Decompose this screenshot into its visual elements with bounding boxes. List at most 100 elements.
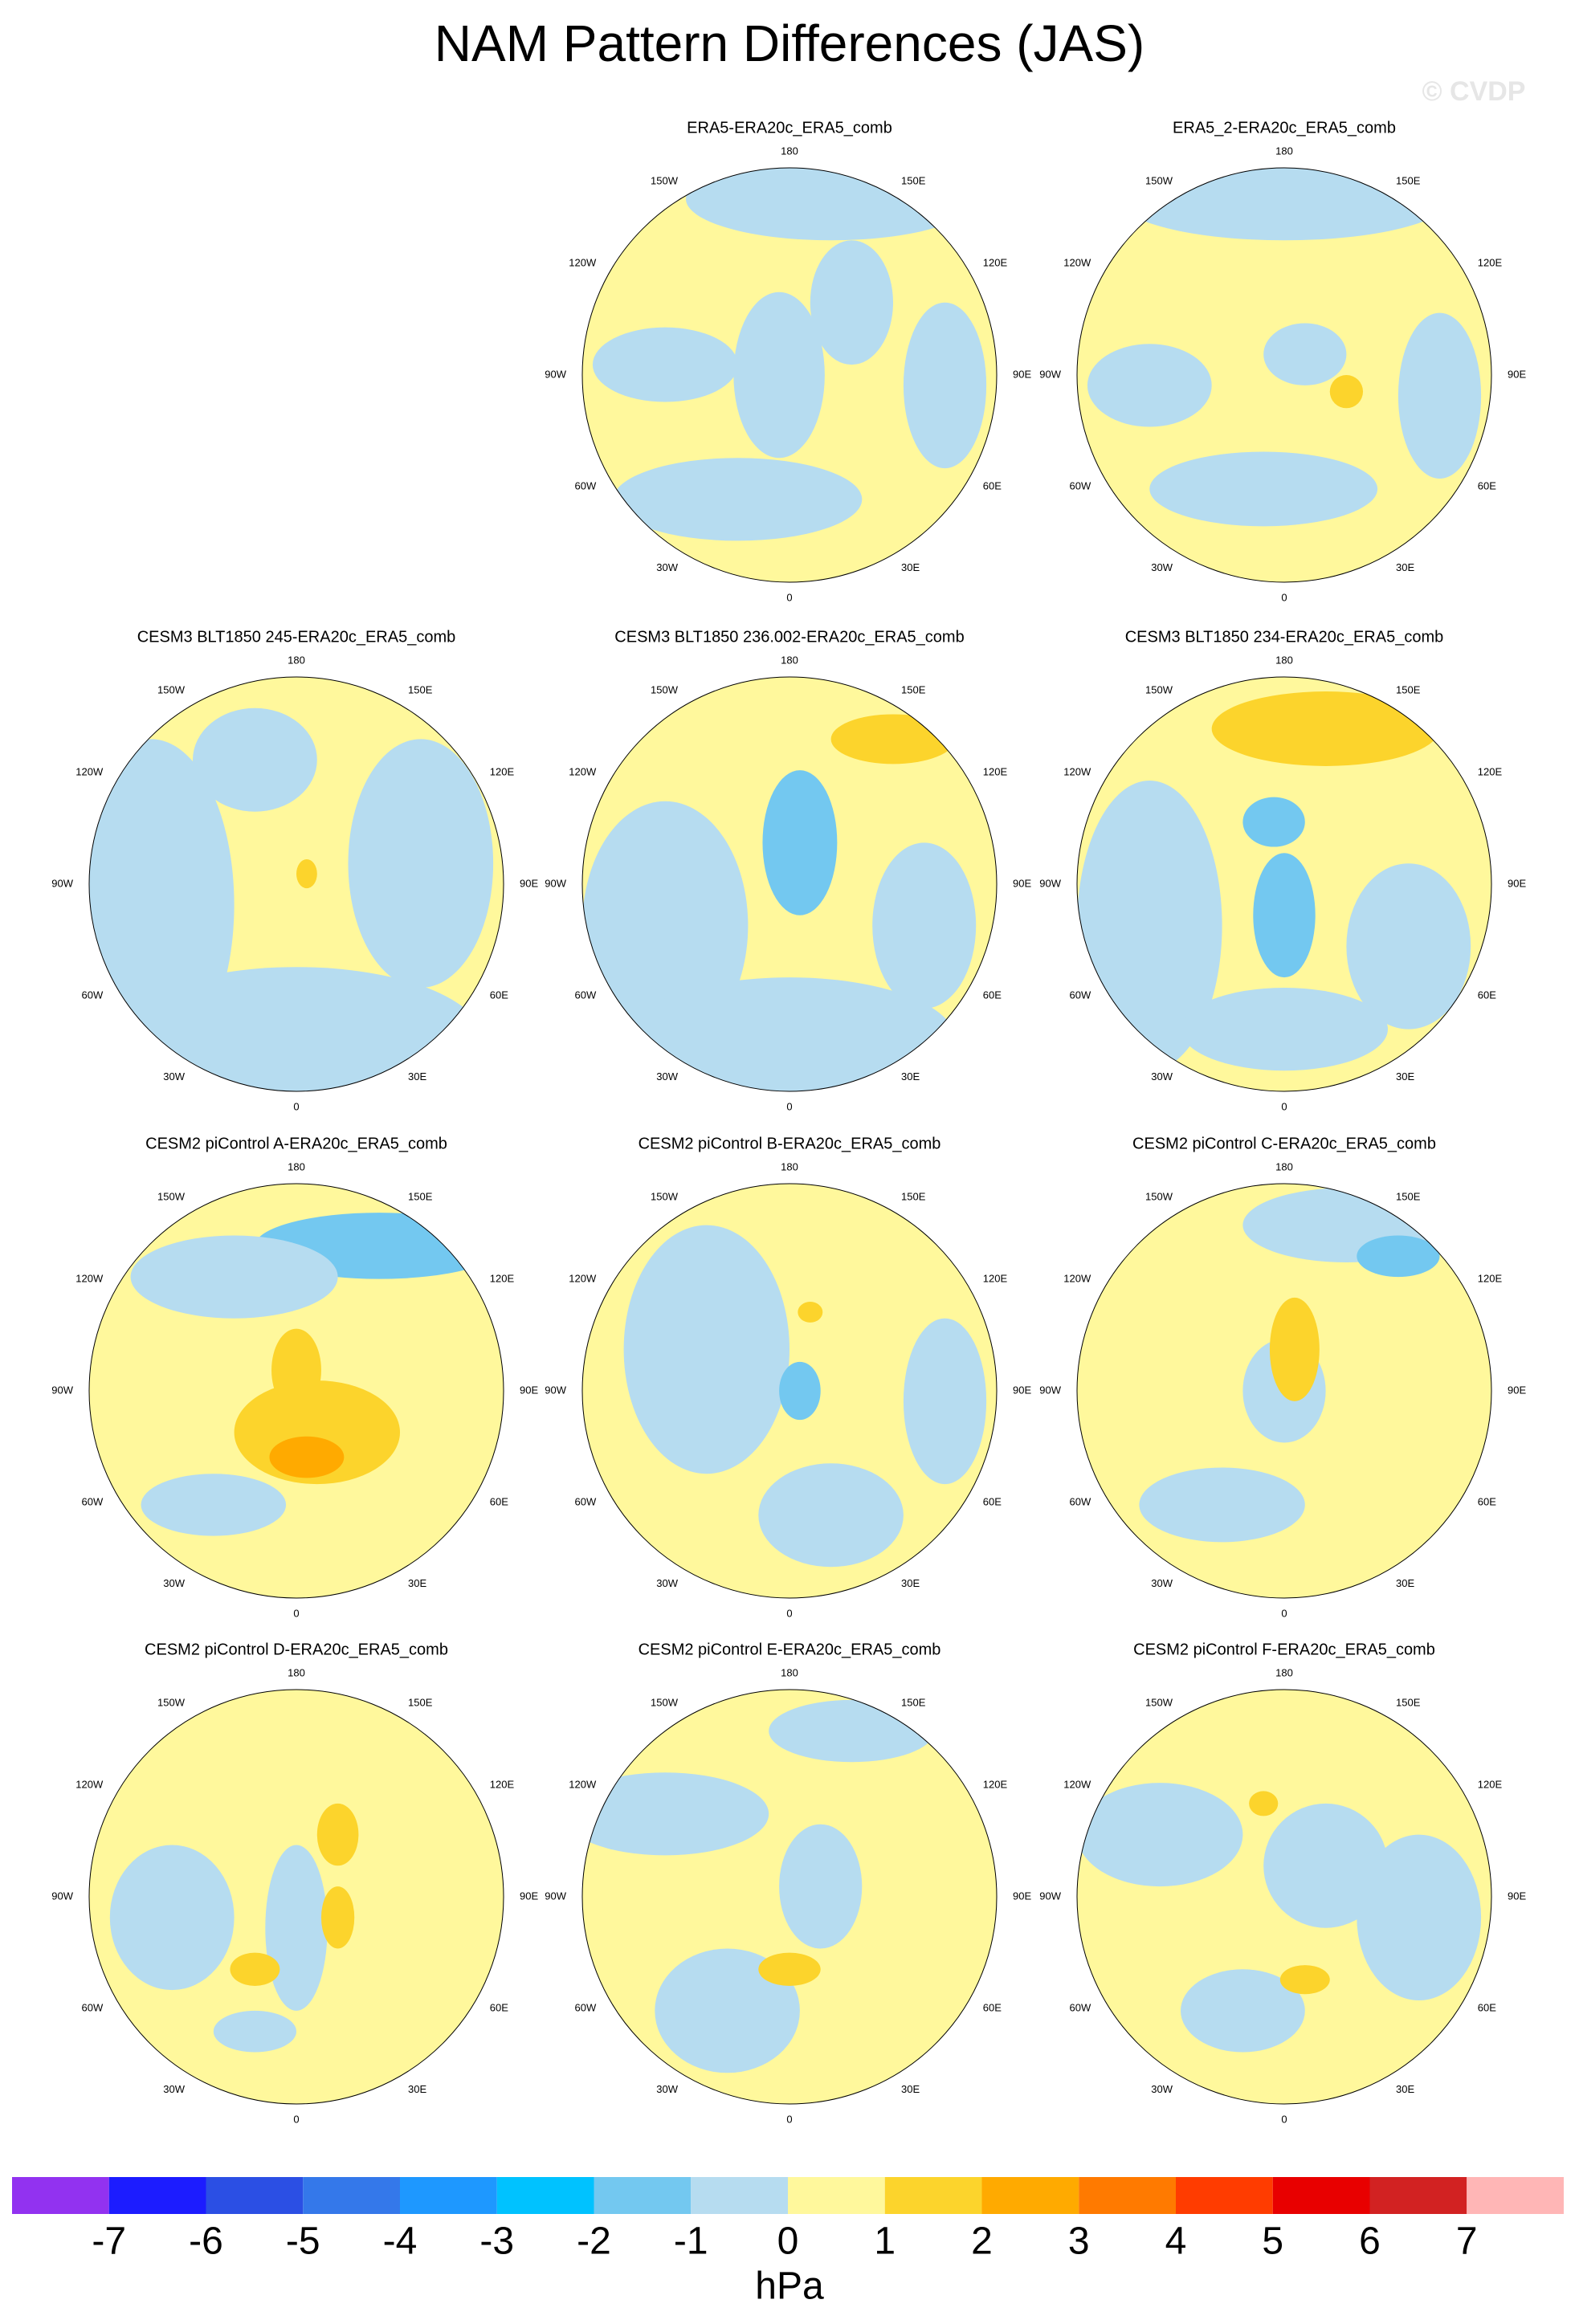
map-field bbox=[582, 1690, 997, 2104]
lon-label: 60W bbox=[1070, 1495, 1091, 1507]
anomaly-region bbox=[1269, 1297, 1320, 1401]
colorbar-swatch bbox=[1272, 2177, 1370, 2214]
lon-label: 120W bbox=[1063, 1272, 1091, 1284]
colorbar-label: 1 bbox=[874, 2220, 896, 2263]
colorbar-label: 4 bbox=[1165, 2220, 1187, 2263]
map-border bbox=[88, 1183, 504, 1599]
colorbar-swatch bbox=[206, 2177, 304, 2214]
panel-title: CESM2 piControl A-ERA20c_ERA5_comb bbox=[145, 1135, 447, 1152]
lon-label: 90W bbox=[51, 1890, 73, 1902]
lon-label: 150E bbox=[1396, 1191, 1421, 1203]
lon-label: 150W bbox=[157, 684, 186, 696]
lon-label: 120W bbox=[1063, 1778, 1091, 1790]
lon-label: 150E bbox=[901, 1191, 926, 1203]
anomaly-region bbox=[1279, 1965, 1330, 1995]
colorbar-label: 2 bbox=[971, 2220, 993, 2263]
lon-label: 60W bbox=[1070, 479, 1091, 491]
map-border bbox=[581, 1689, 998, 2105]
anomaly-region bbox=[1181, 988, 1388, 1071]
anomaly-region bbox=[872, 842, 977, 1009]
panel-title: CESM2 piControl B-ERA20c_ERA5_comb bbox=[639, 1135, 941, 1152]
lon-label: 150W bbox=[651, 1697, 679, 1709]
lon-label: 60E bbox=[983, 989, 1002, 1001]
colorbar-label: -6 bbox=[189, 2220, 223, 2263]
lon-label: 60E bbox=[490, 989, 508, 1001]
lon-label: 120W bbox=[569, 1778, 597, 1790]
colorbar-label: 7 bbox=[1456, 2220, 1478, 2263]
lon-label: 120W bbox=[75, 765, 104, 777]
lon-label: 30W bbox=[656, 1070, 678, 1082]
lon-label: 60E bbox=[1478, 479, 1496, 491]
map-border bbox=[1076, 1183, 1492, 1599]
anomaly-region bbox=[213, 2010, 296, 2053]
anomaly-region bbox=[1087, 344, 1212, 427]
lon-label: 180 bbox=[1275, 145, 1293, 157]
anomaly-region bbox=[1263, 1803, 1388, 1928]
map-field bbox=[582, 677, 997, 1091]
map-panel: CESM2 piControl F-ERA20c_ERA5_comb 180 150… bbox=[1039, 1641, 1526, 2125]
map-field bbox=[1077, 1184, 1491, 1598]
lon-label: 180 bbox=[288, 654, 305, 666]
map-panel: CESM3 BLT1850 236.002-ERA20c_ERA5_comb 18… bbox=[545, 628, 1031, 1112]
lon-label: 90W bbox=[51, 877, 73, 889]
lon-label: 30E bbox=[1396, 561, 1414, 573]
lon-label: 120E bbox=[1478, 1272, 1503, 1284]
lon-label: 60W bbox=[1070, 2001, 1091, 2013]
anomaly-region bbox=[779, 1361, 821, 1421]
lon-label: 120W bbox=[75, 1778, 104, 1790]
lon-label: 120E bbox=[983, 1778, 1008, 1790]
lon-label: 150E bbox=[1396, 175, 1421, 187]
lon-label: 90E bbox=[1013, 1890, 1031, 1902]
lon-label: 30E bbox=[408, 1070, 426, 1082]
colorbar-swatch bbox=[108, 2177, 206, 2214]
anomaly-region bbox=[1346, 863, 1471, 1029]
lon-label: 150E bbox=[408, 684, 433, 696]
lon-label: 150W bbox=[1145, 1191, 1173, 1203]
lon-label: 120E bbox=[490, 765, 515, 777]
panel-title: CESM3 BLT1850 245-ERA20c_ERA5_comb bbox=[137, 628, 456, 646]
lon-label: 180 bbox=[1275, 654, 1293, 666]
panel-title: CESM3 BLT1850 236.002-ERA20c_ERA5_comb bbox=[614, 628, 964, 646]
lon-label: 90E bbox=[520, 1890, 538, 1902]
colorbar-label: -4 bbox=[383, 2220, 418, 2263]
lon-label: 60E bbox=[1478, 989, 1496, 1001]
colorbar-label: -1 bbox=[674, 2220, 708, 2263]
map-border bbox=[581, 167, 998, 583]
map-border bbox=[581, 676, 998, 1092]
anomaly-region bbox=[265, 1845, 328, 2011]
lon-label: 120W bbox=[569, 765, 597, 777]
lon-label: 150E bbox=[1396, 1697, 1421, 1709]
lon-label: 120E bbox=[1478, 1778, 1503, 1790]
lon-label: 180 bbox=[781, 654, 798, 666]
map-field bbox=[1077, 677, 1491, 1091]
lon-label: 150E bbox=[901, 684, 926, 696]
lon-label: 60W bbox=[82, 2001, 104, 2013]
lon-label: 90W bbox=[545, 368, 566, 380]
lon-label: 60E bbox=[983, 1495, 1002, 1507]
lon-label: 90W bbox=[545, 877, 566, 889]
lon-label: 60W bbox=[575, 479, 597, 491]
lon-label: 30W bbox=[163, 1070, 185, 1082]
anomaly-region bbox=[1118, 168, 1450, 241]
lon-label: 90W bbox=[545, 1890, 566, 1902]
lon-label: 30E bbox=[901, 1577, 920, 1589]
lon-label: 90E bbox=[1508, 368, 1526, 380]
anomaly-region bbox=[1139, 1467, 1305, 1543]
anomaly-region bbox=[810, 240, 893, 365]
lon-label: 150W bbox=[651, 1191, 679, 1203]
watermark: © CVDP bbox=[1422, 76, 1526, 107]
map-field bbox=[89, 1690, 504, 2104]
panel-title: ERA5-ERA20c_ERA5_comb bbox=[687, 119, 892, 137]
map-panel: ERA5-ERA20c_ERA5_comb 180 150W 150E 120W 120E… bbox=[545, 119, 1031, 603]
lon-label: 120E bbox=[490, 1272, 515, 1284]
anomaly-region bbox=[582, 1772, 769, 1856]
lon-label: 0 bbox=[1281, 1607, 1287, 1619]
lon-label: 60W bbox=[82, 1495, 104, 1507]
anomaly-region bbox=[655, 1948, 800, 2073]
colorbar-swatch bbox=[788, 2177, 885, 2214]
lon-label: 180 bbox=[781, 145, 798, 157]
lon-label: 30E bbox=[1396, 1070, 1414, 1082]
colorbar-label: 0 bbox=[777, 2220, 799, 2263]
anomaly-region bbox=[758, 1952, 821, 1986]
anomaly-region bbox=[1242, 797, 1305, 847]
